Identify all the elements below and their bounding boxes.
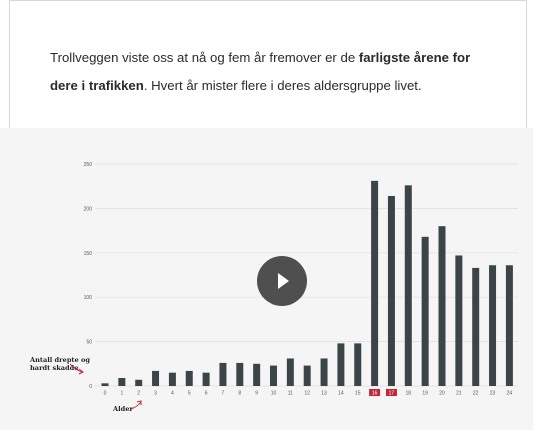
x-arrow-head	[136, 400, 142, 405]
bar-13	[320, 358, 328, 386]
x-tick-label: 20	[439, 391, 445, 397]
y-arrow	[69, 363, 83, 373]
bar-11	[286, 358, 294, 386]
bar-12	[303, 365, 311, 386]
y-axis-annotation-line-2: hardt skadde	[30, 364, 79, 372]
x-tick-label: 4	[171, 391, 174, 397]
bar-15	[354, 343, 362, 386]
bar-3	[152, 370, 160, 386]
x-tick-highlight-16	[369, 389, 381, 396]
x-tick-label: 17	[389, 391, 395, 397]
y-tick-label: 0	[89, 384, 92, 390]
play-icon	[278, 273, 289, 289]
bar-2	[135, 379, 143, 386]
y-tick-label: 100	[84, 295, 93, 301]
bar-23	[489, 265, 497, 386]
x-tick-highlight-17	[385, 389, 397, 396]
bar-6	[202, 372, 210, 386]
bar-20	[438, 226, 446, 386]
x-tick-label: 10	[271, 391, 277, 397]
bar-22	[472, 267, 480, 386]
x-tick-label: 7	[222, 391, 225, 397]
video-play-button[interactable]	[257, 256, 307, 306]
bar-24	[505, 265, 513, 386]
x-axis-annotation: Alder	[113, 405, 133, 413]
bar-1	[118, 378, 126, 386]
bar-18	[404, 185, 412, 386]
x-tick-label: 11	[288, 391, 293, 397]
x-tick-label: 3	[154, 391, 157, 397]
y-tick-label: 50	[86, 340, 92, 346]
x-tick-label: 0	[104, 391, 107, 397]
x-tick-label: 24	[507, 391, 513, 397]
x-tick-label: 16	[372, 391, 378, 397]
bar-7	[219, 362, 227, 386]
intro-text: Trollveggen viste oss at nå og fem år fr…	[50, 44, 500, 100]
x-tick-label: 14	[338, 391, 344, 397]
intro-bold: farligste årene for dere i trafikken	[50, 50, 471, 93]
bar-0	[101, 383, 109, 386]
y-tick-label: 150	[84, 251, 93, 257]
y-arrow-head	[78, 368, 84, 375]
x-tick-label: 6	[205, 391, 208, 397]
x-tick-label: 5	[188, 391, 191, 397]
bar-9	[253, 363, 261, 386]
x-tick-label: 18	[406, 391, 412, 397]
x-tick-label: 2	[137, 391, 140, 397]
x-tick-label: 12	[304, 391, 310, 397]
y-tick-label: 200	[84, 206, 93, 212]
x-tick-label: 1	[120, 391, 123, 397]
intro-part-1: Trollveggen viste oss at nå og fem år fr…	[50, 50, 359, 65]
x-tick-label: 19	[422, 391, 428, 397]
bar-8	[236, 362, 244, 386]
x-arrow	[130, 401, 142, 410]
bar-10	[270, 365, 277, 386]
bar-19	[421, 236, 429, 386]
bar-21	[455, 255, 463, 386]
bar-16	[371, 180, 379, 386]
x-tick-label: 22	[473, 391, 479, 397]
bar-14	[337, 343, 345, 386]
y-tick-label: 250	[84, 162, 93, 168]
x-tick-label: 15	[355, 391, 361, 397]
x-tick-label: 13	[321, 391, 327, 397]
x-tick-label: 8	[238, 391, 241, 397]
bar-5	[185, 370, 193, 386]
x-tick-label: 21	[456, 391, 462, 397]
x-tick-label: 23	[490, 391, 496, 397]
y-axis-annotation: Antall drepte og hardt skadde	[30, 356, 90, 372]
intro-part-2: . Hvert år mister flere i deres aldersgr…	[143, 78, 422, 93]
y-axis-annotation-line-1: Antall drepte og	[30, 356, 90, 364]
x-tick-label: 9	[255, 391, 258, 397]
bar-17	[387, 195, 395, 386]
bar-4	[168, 372, 176, 386]
